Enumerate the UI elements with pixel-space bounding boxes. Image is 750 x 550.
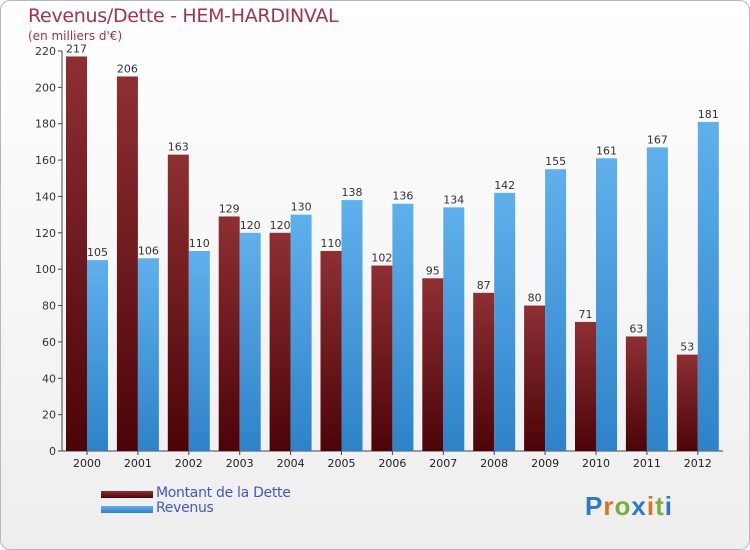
x-tick-label: 2002: [175, 457, 203, 470]
value-label-debt: 102: [371, 252, 392, 265]
value-label-debt: 87: [477, 279, 491, 292]
x-tick-label: 2004: [277, 457, 305, 470]
value-label-revenue: 138: [342, 186, 363, 199]
y-tick-label: 40: [42, 372, 56, 385]
bar-revenue: [697, 121, 719, 451]
value-label-revenue: 130: [291, 201, 312, 214]
x-tick-label: 2005: [328, 457, 356, 470]
chart-subtitle: (en milliers d'€): [28, 29, 123, 43]
bar-debt: [473, 292, 495, 451]
value-label-revenue: 136: [392, 190, 413, 203]
bar-debt: [66, 56, 87, 452]
y-tick-label: 200: [35, 81, 56, 94]
value-label-debt: 129: [219, 202, 240, 215]
bar-debt: [320, 251, 342, 451]
value-label-revenue: 142: [494, 179, 515, 192]
bar-debt: [575, 321, 596, 451]
bar-debt: [218, 216, 240, 451]
logo-letter: i: [665, 491, 673, 521]
bar-debt: [676, 354, 698, 451]
value-label-revenue: 161: [596, 144, 617, 157]
value-label-revenue: 134: [443, 193, 464, 206]
x-tick-label: 2008: [480, 457, 508, 470]
bar-debt: [167, 154, 189, 452]
legend-swatch-debt: [101, 491, 153, 498]
bar-debt: [116, 76, 138, 452]
value-label-revenue: 181: [698, 108, 719, 121]
value-label-debt: 110: [321, 237, 342, 250]
value-label-debt: 206: [117, 62, 138, 75]
value-label-revenue: 105: [87, 246, 108, 259]
value-label-debt: 63: [629, 322, 643, 335]
bar-revenue: [239, 232, 261, 451]
y-tick-label: 0: [49, 445, 56, 458]
y-tick-label: 20: [42, 409, 56, 422]
x-tick-label: 2003: [226, 457, 254, 470]
y-tick-label: 60: [42, 336, 56, 349]
y-tick-label: 220: [35, 45, 56, 58]
value-label-revenue: 120: [240, 219, 261, 232]
y-tick-label: 180: [35, 118, 56, 131]
y-tick-label: 160: [35, 154, 56, 167]
value-label-revenue: 106: [138, 244, 159, 257]
bar-revenue: [545, 169, 567, 451]
bar-revenue: [392, 203, 414, 451]
legend-swatch-revenue: [101, 506, 153, 513]
bar-debt: [269, 232, 291, 451]
logo-text: Proxiti: [585, 491, 673, 521]
logo-letter: i: [647, 491, 655, 521]
bar-revenue: [290, 214, 312, 451]
value-label-revenue: 167: [647, 133, 668, 146]
logo-letter: t: [655, 491, 665, 521]
logo-letter: P: [585, 491, 603, 521]
value-label-debt: 95: [426, 264, 440, 277]
proxiti-logo: Proxiti: [585, 491, 673, 521]
logo-letter: o: [614, 491, 631, 521]
bar-revenue: [646, 147, 668, 451]
y-tick-label: 120: [35, 227, 56, 240]
legend-label-revenue: Revenus: [156, 500, 214, 516]
bar-revenue: [137, 258, 159, 451]
x-tick-label: 2007: [429, 457, 457, 470]
chart-title: Revenus/Dette - HEM-HARDINVAL: [28, 5, 339, 27]
bar-debt: [422, 278, 444, 451]
logo-letter: r: [603, 491, 614, 521]
value-label-revenue: 155: [545, 155, 566, 168]
bar-revenue: [188, 251, 210, 451]
bar-revenue: [87, 260, 108, 451]
value-label-debt: 71: [579, 308, 593, 321]
bar-debt: [371, 265, 393, 451]
value-label-debt: 53: [680, 341, 694, 354]
bar-revenue: [443, 207, 465, 451]
value-label-revenue: 110: [189, 237, 210, 250]
axes: 0 20 40 60 80 100 120 140 160 180 200 220 2000 2001 20…: [35, 45, 723, 470]
logo-letter: x: [631, 491, 646, 521]
bar-revenue: [494, 192, 516, 451]
bars: [66, 56, 719, 452]
x-tick-label: 2006: [378, 457, 406, 470]
bar-debt: [625, 336, 647, 451]
bar-revenue: [341, 200, 363, 451]
bar-debt: [524, 305, 546, 451]
x-tick-label: 2001: [124, 457, 152, 470]
y-tick-label: 140: [35, 190, 56, 203]
value-label-debt: 80: [528, 292, 542, 305]
y-tick-label: 80: [42, 300, 56, 313]
value-label-debt: 217: [66, 42, 87, 55]
x-tick-label: 2009: [531, 457, 559, 470]
y-tick-label: 100: [35, 263, 56, 276]
value-label-debt: 120: [270, 219, 291, 232]
legend-label-debt: Montant de la Dette: [156, 485, 291, 501]
x-tick-label: 2000: [73, 457, 101, 470]
value-label-debt: 163: [168, 141, 189, 154]
bar-revenue: [596, 158, 617, 452]
x-tick-label: 2010: [582, 457, 610, 470]
x-tick-label: 2012: [684, 457, 712, 470]
x-tick-label: 2011: [633, 457, 661, 470]
